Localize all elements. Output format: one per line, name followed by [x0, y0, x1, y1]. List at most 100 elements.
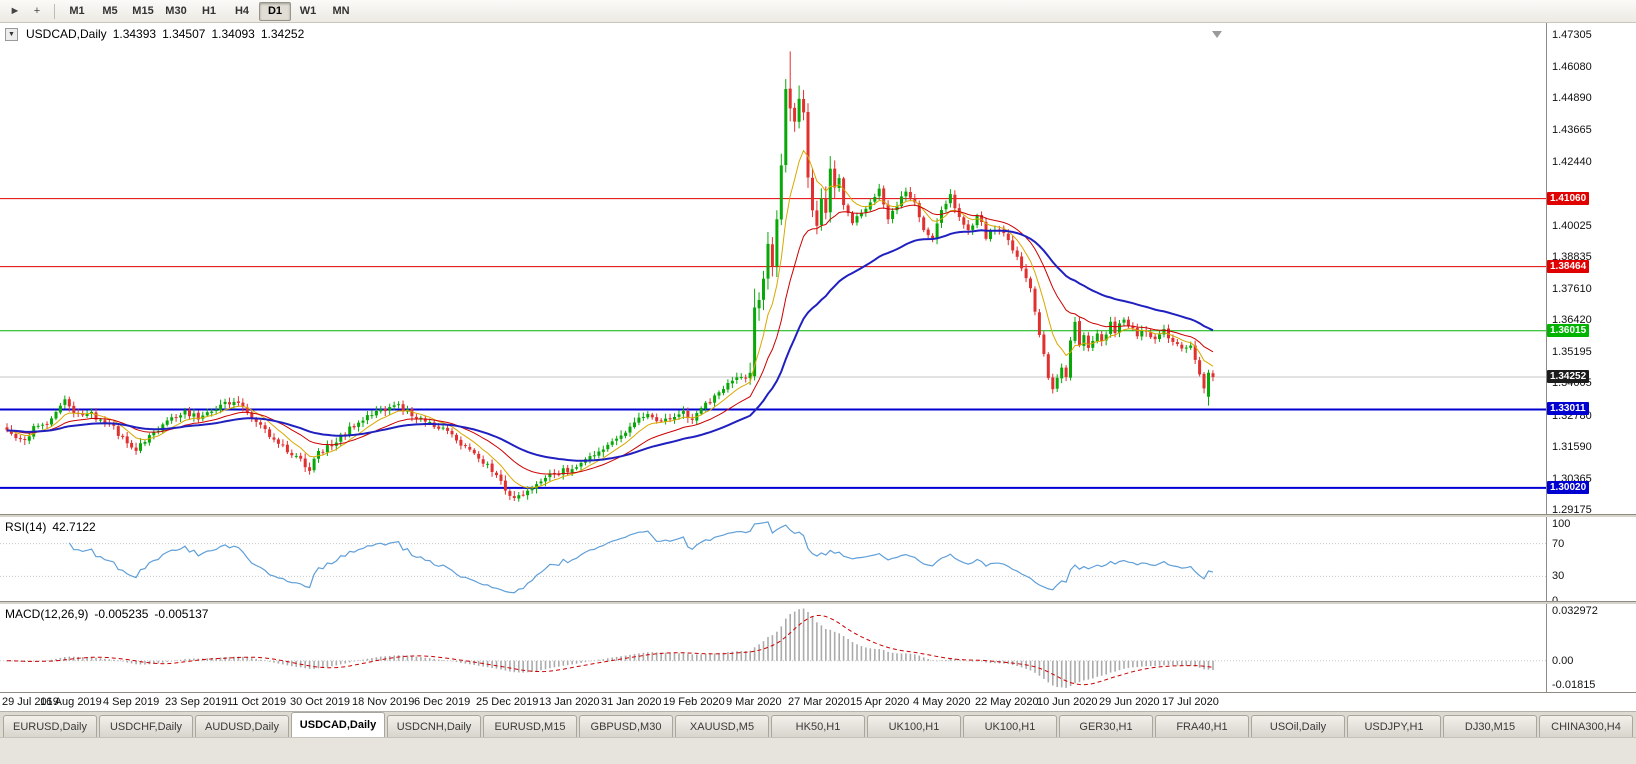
chart-tab-fra40-h1[interactable]: FRA40,H1 — [1155, 715, 1249, 737]
price-axis-tick: 30 — [1552, 570, 1565, 583]
chart-tab-uk100-h1[interactable]: UK100,H1 — [963, 715, 1057, 737]
chart-title: ▼ USDCAD,Daily 1.34393 1.34507 1.34093 1… — [5, 27, 304, 41]
rsi-canvas[interactable] — [0, 517, 1546, 601]
panel-separator-macd[interactable] — [0, 601, 1636, 604]
time-axis-label: 9 Mar 2020 — [726, 696, 782, 708]
chart-tab-ger30-h1[interactable]: GER30,H1 — [1059, 715, 1153, 737]
time-axis-label: 4 Sep 2019 — [103, 696, 160, 708]
macd-signal-value: -0.005137 — [154, 607, 209, 621]
time-axis-label: 30 Oct 2019 — [290, 696, 350, 708]
time-axis-label: 18 Nov 2019 — [352, 696, 415, 708]
timeframe-h4-button[interactable]: H4 — [234, 5, 250, 17]
time-axis-label: 31 Jan 2020 — [601, 696, 662, 708]
time-axis-label: 15 Apr 2020 — [850, 696, 910, 708]
chart-tab-uk100-h1[interactable]: UK100,H1 — [867, 715, 961, 737]
price-axis-tick: 1.42440 — [1552, 156, 1592, 169]
price-level-badge: 1.33011 — [1547, 402, 1589, 416]
chart-tab-bar: EURUSD,Daily USDCHF,Daily AUDUSD,Daily USDC… — [0, 711, 1636, 737]
time-axis-label: 10 Jun 2020 — [1037, 696, 1098, 708]
price-axis-tick: 70 — [1552, 537, 1565, 550]
tool-icon-group: ► + — [4, 1, 48, 21]
price-axis-tick: 0.032972 — [1552, 605, 1598, 617]
time-axis-label: 23 Sep 2019 — [165, 696, 228, 708]
timeframe-m30-button[interactable]: M30 — [165, 5, 187, 17]
price-axis[interactable]: 1.47305 1.46080 1.44890 1.43665 1.42440 1.400… — [1546, 23, 1636, 692]
price-axis-tick: 1.36420 — [1552, 314, 1592, 327]
cursor-icon[interactable]: ► — [9, 5, 21, 17]
price-level-badge: 1.38464 — [1547, 259, 1590, 273]
price-axis-tick: 1.44890 — [1552, 92, 1592, 105]
price-level-badge: 1.41060 — [1547, 191, 1590, 205]
chart-tab-usdcnh-daily[interactable]: USDCNH,Daily — [387, 715, 481, 737]
ohlc-high: 1.34507 — [162, 27, 206, 41]
price-axis-tick: -0.01815 — [1552, 679, 1596, 691]
timeframe-m15-button[interactable]: M15 — [132, 5, 154, 17]
ohlc-low: 1.34093 — [211, 27, 255, 41]
price-axis-tick: 1.43665 — [1552, 124, 1592, 137]
time-axis-label: 22 May 2020 — [975, 696, 1039, 708]
timeframe-m5-button[interactable]: M5 — [102, 5, 118, 17]
time-axis-label: 29 Jun 2020 — [1099, 696, 1160, 708]
price-axis-tick: 1.29175 — [1552, 504, 1592, 516]
price-axis-tick: 1.37610 — [1552, 283, 1592, 295]
time-axis-label: 6 Dec 2019 — [414, 696, 471, 708]
rsi-indicator-label: RSI(14) 42.7122 — [5, 520, 96, 534]
timeframe-d1-button[interactable]: D1 — [259, 1, 291, 21]
ohlc-open: 1.34393 — [112, 27, 157, 41]
chart-tab-usdchf-daily[interactable]: USDCHF,Daily — [99, 715, 193, 737]
price-axis-tick: 0.00 — [1552, 654, 1574, 667]
price-axis-tick: 1.40025 — [1552, 219, 1592, 232]
price-axis-tick: 100 — [1552, 518, 1571, 530]
price-axis-tick: 1.47305 — [1552, 29, 1592, 41]
time-axis-label: 25 Dec 2019 — [476, 696, 539, 708]
rsi-name: RSI(14) — [5, 520, 47, 534]
timeframe-mn-button[interactable]: MN — [332, 5, 350, 17]
toolbar-separator — [54, 3, 55, 19]
main-chart-canvas[interactable] — [0, 23, 1546, 514]
time-axis-label: 27 Mar 2020 — [788, 696, 850, 708]
chart-area[interactable]: ▼ USDCAD,Daily 1.34393 1.34507 1.34093 1… — [0, 23, 1546, 693]
time-axis-label: 4 May 2020 — [913, 696, 971, 708]
timeframe-toolbar: ► + M1 M5 M15 M30 H1 H4 D1 W1 MN — [0, 0, 1636, 23]
chart-tab-usdjpy-h1[interactable]: USDJPY,H1 — [1347, 715, 1441, 737]
chart-tab-eurusd-daily[interactable]: EURUSD,Daily — [3, 715, 97, 737]
time-axis-label: 13 Jan 2020 — [539, 696, 600, 708]
chart-tab-xauusd-m5[interactable]: XAUUSD,M5 — [675, 715, 769, 737]
macd-indicator-label: MACD(12,26,9) -0.005235 -0.005137 — [5, 607, 208, 621]
chart-shift-marker[interactable] — [1212, 31, 1222, 38]
ohlc-close: 1.34252 — [260, 27, 305, 41]
chart-tab-hk50-h1[interactable]: HK50,H1 — [771, 715, 865, 737]
chart-tab-gbpusd-m30[interactable]: GBPUSD,M30 — [579, 715, 673, 737]
chart-symbol-label: USDCAD,Daily — [26, 27, 107, 41]
crosshair-icon[interactable]: + — [33, 5, 41, 17]
chart-collapse-button[interactable]: ▼ — [5, 27, 18, 41]
timeframe-w1-button[interactable]: W1 — [299, 5, 317, 17]
chart-tab-china300-h4[interactable]: CHINA300,H4 — [1539, 715, 1633, 737]
time-axis-label: 16 Aug 2019 — [40, 696, 102, 708]
chart-tab-usdcad-daily[interactable]: USDCAD,Daily — [291, 712, 385, 737]
macd-main-value: -0.005235 — [94, 607, 149, 621]
timeframe-button-group: M1 M5 M15 M30 H1 H4 D1 W1 MN — [61, 1, 357, 21]
timeframe-h1-button[interactable]: H1 — [201, 5, 217, 17]
chart-tab-audusd-daily[interactable]: AUDUSD,Daily — [195, 715, 289, 737]
price-level-badge: 1.30020 — [1547, 480, 1590, 494]
time-axis[interactable]: 29 Jul 2019 16 Aug 2019 4 Sep 2019 23 Sep 2… — [0, 692, 1636, 711]
macd-name: MACD(12,26,9) — [5, 607, 89, 621]
chart-tab-eurusd-m15[interactable]: EURUSD,M15 — [483, 715, 577, 737]
price-level-badge: 1.34252 — [1547, 369, 1590, 383]
time-axis-label: 11 Oct 2019 — [227, 696, 287, 708]
price-axis-tick: 1.31590 — [1552, 440, 1592, 453]
panel-separator-rsi[interactable] — [0, 514, 1636, 517]
rsi-value: 42.7122 — [52, 520, 96, 534]
time-axis-label: 29 Jul 2019 — [2, 696, 59, 708]
timeframe-m1-button[interactable]: M1 — [69, 5, 85, 17]
time-axis-label: 19 Feb 2020 — [663, 696, 725, 708]
chart-tab-usoil-daily[interactable]: USOil,Daily — [1251, 715, 1345, 737]
status-strip — [0, 737, 1636, 764]
time-axis-label: 17 Jul 2020 — [1162, 696, 1219, 708]
price-axis-tick: 1.35195 — [1552, 346, 1592, 359]
chart-tab-dj30-m15[interactable]: DJ30,M15 — [1443, 715, 1537, 737]
macd-canvas[interactable] — [0, 604, 1546, 692]
price-axis-tick: 1.46080 — [1552, 61, 1592, 74]
